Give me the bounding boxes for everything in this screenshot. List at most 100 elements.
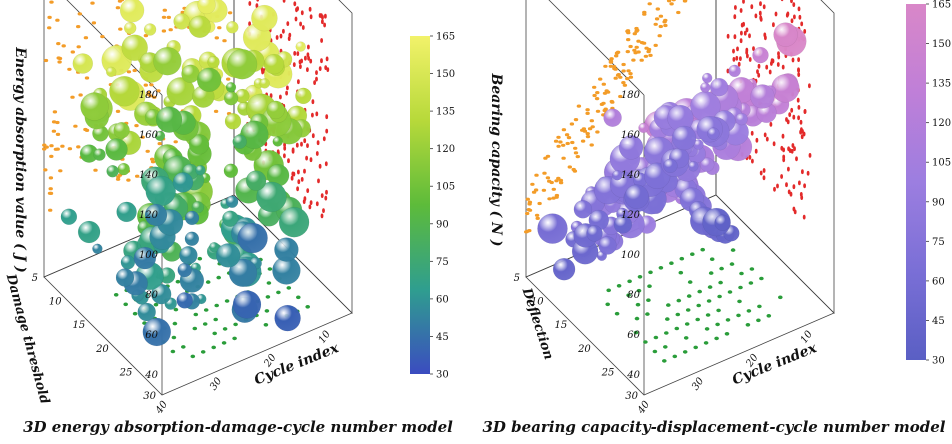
right-yz-dot — [780, 174, 783, 179]
right-bubble — [624, 184, 649, 209]
left-yz-dot — [300, 141, 303, 147]
right-yz-dot — [786, 119, 790, 125]
left-xz-dot — [76, 145, 81, 149]
left-xz-dot — [150, 157, 155, 161]
left-yz-dot — [324, 195, 328, 201]
right-yz-dot — [764, 35, 767, 41]
right-xz-dot — [642, 12, 647, 16]
left-xz-dot — [49, 0, 54, 4]
left-xz-dot — [61, 44, 66, 48]
right-xy-dot — [687, 280, 693, 284]
left-xy-dot — [222, 327, 228, 331]
left-xz-dot — [213, 109, 219, 113]
left-xz-dot — [83, 36, 89, 40]
left-xz-dot — [58, 169, 63, 173]
left-xz-dot — [115, 177, 121, 181]
left-yz-dot — [315, 76, 318, 82]
left-yz-dot — [283, 145, 287, 151]
right-yz-dot — [759, 17, 763, 22]
right-xy-dot — [674, 326, 680, 331]
left-xz-dot — [43, 168, 48, 172]
right-bubble — [552, 258, 576, 281]
left-bubble — [106, 165, 119, 178]
left-yz-dot — [320, 13, 323, 18]
left-xz-dot — [57, 60, 62, 64]
left-bubble — [144, 203, 168, 227]
left-yz-dot — [315, 151, 319, 156]
right-xy-dot — [745, 323, 751, 327]
right-xz-dot — [547, 197, 552, 201]
energy-absorption-3d-chart: 4060801001201401601805101520253010203040… — [3, 0, 455, 417]
right-yz-dot — [742, 21, 745, 27]
right-z-tick-label: 40 — [626, 370, 640, 381]
right-xz-dot — [545, 176, 551, 180]
right-xy-dot — [634, 316, 640, 321]
right-yz-dot — [800, 21, 804, 27]
left-bubble — [237, 222, 268, 254]
right-yz-dot — [754, 148, 758, 154]
right-xy-dot — [738, 285, 743, 290]
left-xz-dot — [161, 15, 167, 19]
left-xy-dot — [232, 336, 237, 341]
left-xz-dot — [140, 135, 145, 139]
right-yz-dot — [792, 184, 796, 190]
left-bubble — [80, 92, 109, 121]
right-z-tick-label: 80 — [627, 290, 640, 301]
left-xy-dot — [200, 350, 206, 354]
right-y-tick-label: 20 — [577, 344, 591, 355]
right-z-axis-title: Bearing capacity ( N ) — [488, 73, 504, 247]
left-xy-dot — [153, 302, 159, 307]
left-yz-dot — [300, 10, 304, 16]
left-xz-dot — [47, 191, 53, 195]
right-xz-dot — [594, 97, 600, 101]
left-xz-dot — [91, 21, 97, 25]
left-bubble — [197, 0, 216, 15]
left-yz-dot — [305, 155, 308, 161]
left-bubble — [223, 90, 239, 106]
right-xy-dot — [653, 335, 659, 340]
left-bubble — [116, 201, 137, 223]
left-yz-dot — [320, 58, 323, 64]
right-yz-dot — [742, 0, 745, 4]
right-xz-dot — [626, 69, 631, 73]
right-xz-dot — [537, 201, 542, 206]
left-bubble — [295, 87, 312, 105]
right-bubble — [701, 72, 713, 84]
right-xy-dot — [708, 271, 714, 275]
left-xy-dot — [305, 305, 311, 309]
right-z-tick-label: 120 — [621, 210, 641, 221]
right-yz-dot — [797, 6, 801, 12]
right-xz-dot — [657, 34, 662, 38]
right-xz-dot — [527, 202, 532, 206]
left-colorbar-ticks: 30 45 60 75 90 105 120 135 150 165 — [430, 32, 455, 381]
left-yz-dot — [315, 70, 318, 75]
right-yz-dot — [790, 107, 794, 113]
left-yz-dot — [306, 188, 310, 194]
right-xy-dot — [676, 298, 682, 303]
left-xz-dot — [77, 12, 83, 16]
left-xy-dot — [170, 349, 176, 354]
left-bubble — [208, 241, 220, 253]
left-bubble — [77, 220, 101, 244]
left-bubble — [225, 195, 239, 209]
left-xz-dot — [132, 68, 137, 73]
right-yz-dot — [797, 68, 800, 73]
right-yz-dot — [799, 192, 803, 197]
left-y-tick-label: 10 — [49, 297, 62, 308]
right-xz-dot — [658, 24, 663, 29]
left-yz-dot — [296, 51, 300, 56]
right-xz-dot — [534, 213, 540, 217]
right-bubble — [573, 200, 593, 219]
right-xz-dot — [599, 102, 605, 106]
right-bubble — [700, 82, 711, 93]
right-xy-dot — [737, 299, 742, 304]
left-yz-dot — [282, 28, 285, 34]
right-xz-dot — [639, 41, 645, 45]
left-xy-dot — [265, 295, 271, 299]
left-xy-dot — [214, 303, 219, 308]
right-xy-dot — [605, 302, 610, 307]
right-bubble — [688, 161, 699, 172]
left-bubble — [263, 53, 285, 75]
left-xy-dot — [213, 317, 218, 322]
